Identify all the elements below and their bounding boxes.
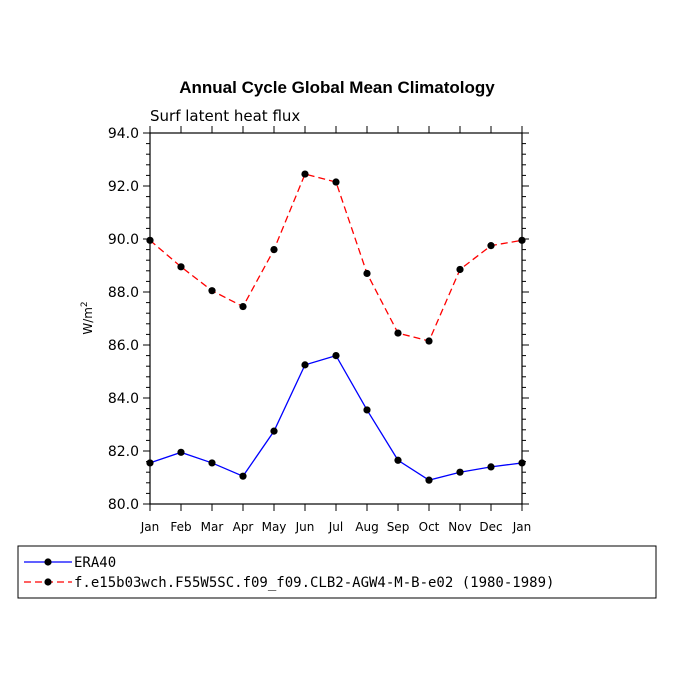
data-point (270, 246, 278, 254)
legend-marker (44, 558, 52, 566)
x-tick-label: Oct (419, 520, 440, 534)
data-point (456, 468, 464, 476)
data-point (239, 302, 247, 311)
data-point (332, 178, 340, 186)
legend-marker (44, 578, 52, 586)
data-point (332, 352, 340, 360)
x-tick-label: Dec (479, 520, 502, 534)
data-point (518, 459, 526, 467)
legend-box (17, 545, 657, 599)
x-tick-label: Feb (170, 520, 191, 534)
y-axis-label-text: W/m (81, 307, 95, 335)
x-axis: Jan Feb Mar Apr May Jun Jul Aug Sep Oct Nov Dec Jan (140, 126, 532, 534)
y-tick-label: 94.0 (108, 126, 139, 142)
chart-subtitle: Surf latent heat flux (150, 107, 300, 125)
data-point (487, 463, 495, 471)
legend-label-2: f.e15b03wch.F55W5SC.f09_f09.CLB2-AGW4-M-… (74, 575, 554, 591)
series-line-2 (149, 173, 523, 342)
series-group (146, 170, 526, 484)
data-point (239, 472, 247, 480)
legend-label-1: ERA40 (74, 555, 116, 571)
data-point (425, 476, 433, 484)
x-tick-label: Jul (328, 520, 343, 534)
x-tick-label: Jun (295, 520, 315, 534)
y-tick-label: 90.0 (108, 232, 139, 248)
plot-frame (149, 132, 523, 505)
x-tick-label: Sep (387, 520, 410, 534)
data-point (208, 287, 216, 295)
y-tick-label: 88.0 (108, 285, 139, 301)
data-point (363, 406, 371, 414)
y-axis: 80.0 82.0 84.0 86.0 88.0 90.0 92.0 94.0 (108, 126, 529, 513)
y-axis-label-superscript: 2 (80, 301, 90, 307)
y-tick-label: 86.0 (108, 338, 139, 354)
data-point (177, 448, 185, 456)
data-point (487, 242, 495, 250)
data-point (146, 236, 154, 244)
data-point (270, 427, 278, 435)
chart-title: Annual Cycle Global Mean Climatology (179, 78, 495, 97)
y-tick-label: 80.0 (108, 497, 139, 513)
data-point (146, 459, 154, 467)
x-tick-label: Jan (512, 520, 532, 534)
data-point (456, 265, 464, 274)
legend: ERA40 f.e15b03wch.F55W5SC.f09_f09.CLB2-AG… (24, 555, 554, 591)
data-point (518, 236, 526, 244)
x-tick-label: Apr (233, 520, 254, 534)
x-tick-label: Jan (140, 520, 160, 534)
x-tick-label: Nov (448, 520, 471, 534)
data-point (394, 456, 402, 464)
y-axis-label: W/m2 (80, 301, 95, 334)
x-tick-label: May (262, 520, 287, 534)
data-point (363, 269, 371, 278)
data-point (208, 459, 216, 467)
y-tick-label: 84.0 (108, 391, 139, 407)
y-tick-label: 92.0 (108, 179, 139, 195)
series-line-1 (149, 354, 523, 481)
data-point (394, 329, 402, 337)
data-point (301, 170, 309, 178)
data-point (301, 361, 309, 369)
x-tick-label: Aug (355, 520, 378, 534)
y-tick-label: 82.0 (108, 444, 139, 460)
x-tick-label: Mar (201, 520, 224, 534)
data-point (177, 263, 185, 271)
data-point (425, 337, 433, 345)
